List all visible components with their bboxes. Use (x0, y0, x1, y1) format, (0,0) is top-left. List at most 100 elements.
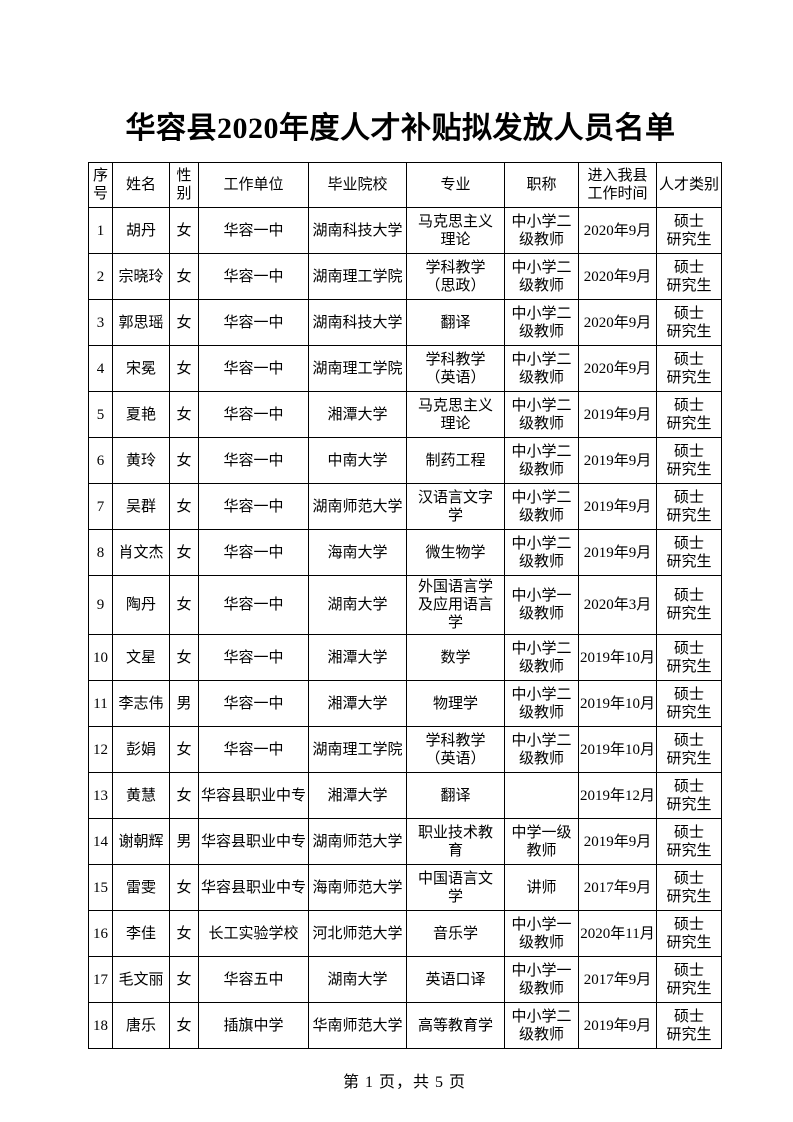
table-cell: 13 (88, 772, 113, 819)
table-cell: 海南大学 (308, 529, 407, 576)
table-row: 9 陶丹女华容一中 湖南大学 外国语言学 及应用语言 学中小学一 级教师 2020年3月… (88, 575, 722, 635)
table-header-row: 序 号姓名性 别工作单位 毕业院校 专业 职称 进入我县 工作时间 人才类别 (88, 162, 722, 208)
table-cell: 长工实验学校 (198, 910, 309, 957)
table-cell: 英语口译 (406, 956, 505, 1003)
table-cell: 彭娟 (112, 726, 170, 773)
table-row: 16 李佳女长工实验学校 河北师范大学 音乐学 中小学一 级教师 2020年11月 硕士 研… (88, 910, 722, 957)
table-cell: 华容五中 (198, 956, 309, 1003)
table-cell: 华容一中 (198, 207, 309, 254)
table-cell: 华容一中 (198, 345, 309, 392)
table-cell: 华容县职业中专 (198, 772, 309, 819)
table-cell: 16 (88, 910, 113, 957)
table-cell: 2 (88, 253, 113, 300)
table-cell: 2019年9月 (578, 483, 657, 530)
table-cell: 吴群 (112, 483, 170, 530)
table-cell: 讲师 (504, 864, 579, 911)
table-cell: 中小学二 级教师 (504, 726, 579, 773)
table-cell: 中小学二 级教师 (504, 634, 579, 681)
table-cell: 女 (169, 1002, 199, 1049)
table-cell: 中南大学 (308, 437, 407, 484)
page-number-footer: 第 1 页，共 5 页 (342, 1074, 466, 1091)
table-cell: 郭思瑶 (112, 299, 170, 346)
table-row: 12 彭娟女华容一中 湖南理工学院 学科教学 （英语） 中小学二 级教师 2019年10月… (88, 726, 722, 773)
table-cell: 湘潭大学 (308, 391, 407, 438)
table-cell: 李志伟 (112, 680, 170, 727)
table-cell: 中小学一 级教师 (504, 575, 579, 635)
column-header: 毕业院校 (308, 162, 407, 208)
table-row: 10 文星女华容一中 湘潭大学 数学 中小学二 级教师 2019年10月 硕士 研究生 (88, 634, 722, 681)
table-cell: 2020年11月 (578, 910, 657, 957)
table-cell: 4 (88, 345, 113, 392)
table-cell: 女 (169, 575, 199, 635)
table-cell: 中小学二 级教师 (504, 391, 579, 438)
table-cell: 毛文丽 (112, 956, 170, 1003)
table-cell: 硕士 研究生 (656, 818, 722, 865)
table-cell: 硕士 研究生 (656, 483, 722, 530)
table-cell: 湖南理工学院 (308, 345, 407, 392)
table-cell: 翻译 (406, 299, 505, 346)
table-cell: 2019年9月 (578, 1002, 657, 1049)
table-cell: 2020年9月 (578, 299, 657, 346)
table-cell: 2020年3月 (578, 575, 657, 635)
table-cell: 湖南大学 (308, 575, 407, 635)
table-cell: 学科教学 （英语） (406, 726, 505, 773)
table-cell: 中小学二 级教师 (504, 680, 579, 727)
table-cell: 硕士 研究生 (656, 391, 722, 438)
table-cell: 湖南科技大学 (308, 207, 407, 254)
table-cell: 硕士 研究生 (656, 726, 722, 773)
table-cell: 女 (169, 726, 199, 773)
table-row: 3 郭思瑶女华容一中 湖南科技大学 翻译 中小学二 级教师 2020年9月 硕士 研究生 (88, 299, 722, 346)
table-row: 15 雷雯女华容县职业中专 海南师范大学 中国语言文 学讲师 2017年9月 硕士 研究生 (88, 864, 722, 911)
table-cell: 2020年9月 (578, 345, 657, 392)
column-header: 人才类别 (656, 162, 722, 208)
table-cell: 2017年9月 (578, 864, 657, 911)
table-cell: 中学一级 教师 (504, 818, 579, 865)
table-cell: 9 (88, 575, 113, 635)
table-row: 18 唐乐女插旗中学 华南师范大学 高等教育学 中小学二 级教师 2019年9月 硕士 研究… (88, 1002, 722, 1049)
table-cell: 女 (169, 437, 199, 484)
table-cell: 中小学二 级教师 (504, 1002, 579, 1049)
table-cell: 中小学二 级教师 (504, 345, 579, 392)
table-cell: 华容一中 (198, 575, 309, 635)
table-cell: 2019年10月 (578, 726, 657, 773)
table-cell: 硕士 研究生 (656, 910, 722, 957)
table-cell: 湖南科技大学 (308, 299, 407, 346)
table-cell: 中小学一 级教师 (504, 956, 579, 1003)
table-cell: 华容一中 (198, 726, 309, 773)
table-cell: 华容一中 (198, 634, 309, 681)
table-row: 1 胡丹女华容一中 湖南科技大学 马克思主义 理论 中小学二 级教师 2020年9月 硕士 … (88, 207, 722, 254)
personnel-table: 序 号姓名性 别工作单位 毕业院校 专业 职称 进入我县 工作时间 人才类别 1 胡丹女华容… (88, 162, 722, 1049)
table-cell: 硕士 研究生 (656, 207, 722, 254)
table-cell: 17 (88, 956, 113, 1003)
table-cell: 女 (169, 253, 199, 300)
table-cell: 李佳 (112, 910, 170, 957)
table-cell: 中小学二 级教师 (504, 529, 579, 576)
table-cell: 5 (88, 391, 113, 438)
table-cell: 硕士 研究生 (656, 299, 722, 346)
table-cell: 女 (169, 207, 199, 254)
table-cell: 湖南师范大学 (308, 483, 407, 530)
table-cell: 谢朝辉 (112, 818, 170, 865)
table-cell: 华容县职业中专 (198, 818, 309, 865)
table-cell: 湘潭大学 (308, 772, 407, 819)
table-cell: 女 (169, 299, 199, 346)
table-cell: 汉语言文字 学 (406, 483, 505, 530)
column-header: 进入我县 工作时间 (578, 162, 657, 208)
table-cell: 女 (169, 864, 199, 911)
table-cell: 女 (169, 345, 199, 392)
table-cell: 2017年9月 (578, 956, 657, 1003)
table-row: 5 夏艳女华容一中 湘潭大学 马克思主义 理论 中小学二 级教师 2019年9月 硕士 研究… (88, 391, 722, 438)
table-cell: 中小学二 级教师 (504, 483, 579, 530)
table-cell: 音乐学 (406, 910, 505, 957)
table-cell: 1 (88, 207, 113, 254)
table-cell: 硕士 研究生 (656, 529, 722, 576)
table-cell (504, 772, 579, 819)
table-cell: 学科教学 （英语） (406, 345, 505, 392)
table-cell: 中小学一 级教师 (504, 910, 579, 957)
table-cell: 数学 (406, 634, 505, 681)
table-cell: 雷雯 (112, 864, 170, 911)
table-cell: 海南师范大学 (308, 864, 407, 911)
table-cell: 马克思主义 理论 (406, 207, 505, 254)
table-cell: 女 (169, 634, 199, 681)
table-cell: 硕士 研究生 (656, 680, 722, 727)
